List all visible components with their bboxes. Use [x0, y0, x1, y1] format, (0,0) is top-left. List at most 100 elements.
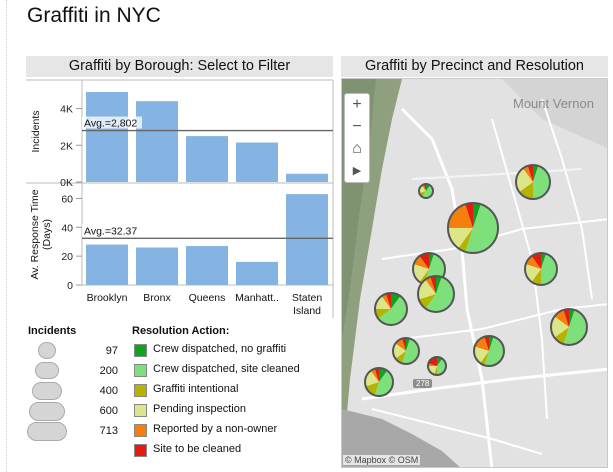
- pie-slice: [531, 253, 541, 269]
- bar: [236, 261, 278, 285]
- bar: [286, 173, 328, 182]
- y-tick-label: 0: [67, 280, 73, 292]
- pie-slice: [525, 264, 541, 282]
- pie-slice: [437, 357, 443, 366]
- precinct-pie-marker[interactable]: [427, 356, 447, 376]
- home-icon[interactable]: ⌂: [352, 140, 362, 157]
- pie-slice: [554, 309, 569, 327]
- pie-slice: [484, 336, 504, 366]
- x-tick-label: Manhatt..: [235, 292, 279, 304]
- map-place-label: Mount Vernon: [513, 96, 594, 111]
- pie-slice: [413, 264, 429, 282]
- pie-slice: [418, 279, 436, 300]
- pie-slice: [428, 363, 437, 366]
- pie-slice: [391, 293, 401, 309]
- bar: [86, 244, 128, 285]
- size-legend-item[interactable]: 200: [26, 362, 146, 382]
- precinct-pies[interactable]: [342, 79, 608, 468]
- pie-slice: [465, 203, 473, 228]
- pie-slice: [421, 184, 426, 191]
- pie-slice: [401, 338, 419, 364]
- pie-slice: [480, 351, 489, 366]
- zoom-in-button[interactable]: +: [352, 96, 362, 113]
- zoom-out-button[interactable]: −: [352, 118, 362, 135]
- pie-slice: [423, 184, 426, 191]
- highway-shield: 278: [413, 379, 433, 388]
- pie-slice: [425, 276, 455, 313]
- pie-slice: [430, 276, 436, 294]
- map-controls: + − ⌂ ▶: [344, 93, 370, 183]
- size-legend-item[interactable]: 400: [26, 382, 146, 402]
- pie-outline: [374, 292, 408, 326]
- size-legend-title: Incidents: [28, 325, 77, 337]
- size-legend-item[interactable]: 97: [26, 342, 146, 362]
- pie-slice: [428, 366, 437, 375]
- pie-outline: [515, 164, 551, 200]
- precinct-pie-marker[interactable]: [515, 164, 551, 200]
- pie-slice: [489, 336, 494, 351]
- pie-slice: [374, 370, 393, 396]
- y-tick-label: 0K: [60, 177, 73, 189]
- pie-slice: [458, 228, 473, 252]
- pie-slice: [381, 293, 391, 309]
- pie-slice: [551, 316, 569, 338]
- precinct-pie-marker[interactable]: [417, 275, 455, 313]
- precinct-pie-marker[interactable]: [524, 252, 558, 286]
- precinct-pie-marker[interactable]: [473, 335, 505, 367]
- precinct-pie-marker[interactable]: [447, 202, 499, 254]
- average-label: Avg.=32.37: [84, 225, 137, 237]
- pie-slice: [541, 253, 546, 269]
- bar: [236, 142, 278, 182]
- average-label-bg: [82, 116, 142, 129]
- size-legend-item[interactable]: 600: [26, 402, 146, 422]
- pie-outline: [473, 335, 505, 367]
- y-tick-label: 2K: [60, 140, 73, 152]
- pie-slice: [378, 296, 407, 325]
- bar: [136, 101, 178, 182]
- pie-slice: [429, 253, 434, 269]
- y-tick-label: 60: [61, 193, 73, 205]
- average-label: Avg.=2,802: [84, 118, 137, 130]
- pie-slice: [379, 368, 388, 382]
- y-tick-label: 20: [61, 251, 73, 263]
- pie-outline: [417, 275, 455, 313]
- pie-slice: [421, 185, 433, 198]
- pie-outline: [447, 202, 499, 254]
- map-credit: © Mapbox © OSM: [343, 455, 421, 465]
- y-axis-title: Av. Response Time(Days): [29, 189, 53, 279]
- bar: [136, 247, 178, 285]
- x-tick-label: Brooklyn: [87, 292, 128, 304]
- pie-outline: [427, 356, 447, 376]
- pie-slice: [465, 204, 498, 253]
- pie-slice: [413, 256, 429, 269]
- pie-slice: [448, 204, 473, 228]
- pie-outline: [364, 367, 394, 397]
- pie-slice: [425, 276, 436, 294]
- pie-slice: [533, 165, 539, 182]
- pie-slice: [418, 294, 436, 309]
- pie-outline: [550, 308, 588, 346]
- play-icon[interactable]: ▶: [352, 165, 362, 177]
- pie-slice: [386, 293, 391, 309]
- x-tick-label: Queens: [189, 292, 226, 304]
- pie-slice: [419, 269, 429, 285]
- precinct-pie-marker[interactable]: [364, 367, 394, 397]
- bar: [186, 136, 228, 182]
- pie-outline: [418, 183, 434, 199]
- pie-slice: [541, 253, 557, 285]
- legend-swatch: [134, 404, 147, 417]
- legend-swatch: [134, 344, 147, 357]
- pie-slice: [531, 269, 541, 285]
- pie-slice: [375, 309, 391, 319]
- precinct-pie-marker[interactable]: [392, 337, 420, 365]
- precinct-map[interactable]: [341, 78, 608, 468]
- pie-slice: [419, 253, 429, 269]
- precinct-pie-marker[interactable]: [550, 308, 588, 346]
- precinct-pie-marker[interactable]: [374, 292, 408, 326]
- borough-bar-charts[interactable]: Incidents 0K 2K 4K Avg.=2,802 Av. Response Ti…: [0, 78, 340, 320]
- pie-slice: [428, 357, 437, 366]
- size-legend-item[interactable]: 713: [26, 422, 146, 442]
- precinct-pie-marker[interactable]: [418, 183, 434, 199]
- pie-slice: [436, 276, 442, 294]
- pie-outline: [392, 337, 420, 365]
